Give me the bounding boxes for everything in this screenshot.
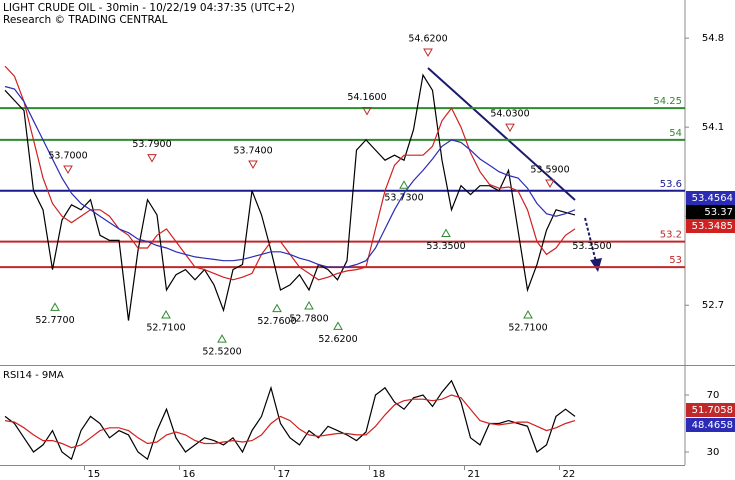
x-tick-label: 22 xyxy=(563,469,576,480)
support-marker xyxy=(304,301,314,310)
annotation-label: 53.5900 xyxy=(530,165,569,176)
last-value-box xyxy=(686,219,735,233)
x-tick-label: 21 xyxy=(468,469,481,480)
resistance-marker xyxy=(423,48,433,58)
series-line xyxy=(4,379,576,461)
annotation-label: 52.5200 xyxy=(202,347,241,358)
level-label: 53 xyxy=(669,255,682,266)
support-marker xyxy=(333,321,343,330)
annotation-label: 53.7300 xyxy=(384,193,423,204)
annotation-label: 53.7900 xyxy=(132,139,171,150)
level-label: 53.6 xyxy=(660,179,682,190)
last-value-label: 53.3485 xyxy=(692,221,733,232)
series-line xyxy=(4,394,576,449)
y-tick-label: 70 xyxy=(707,390,720,401)
last-value-box xyxy=(686,191,735,205)
last-value-label: 51.7058 xyxy=(692,405,733,416)
y-tick-label: 30 xyxy=(707,447,720,458)
support-marker xyxy=(161,309,171,319)
x-tick-label: 17 xyxy=(278,469,291,480)
annotation-label: 53.7400 xyxy=(233,145,272,156)
y-tick-label: 52.7 xyxy=(702,300,724,311)
rsi-title: RSI14 - 9MA xyxy=(3,370,64,381)
annotation-label: 52.7600 xyxy=(257,316,296,327)
series-line xyxy=(4,85,576,268)
resistance-marker xyxy=(545,179,555,189)
annotation-label: 53.7000 xyxy=(48,151,87,162)
x-tick-label: 16 xyxy=(183,469,196,480)
annotation-label: 52.7800 xyxy=(289,314,328,325)
x-tick-label: 18 xyxy=(373,469,386,480)
annotation-label: 52.7700 xyxy=(35,315,74,326)
support-marker xyxy=(217,334,227,343)
last-value-box xyxy=(686,403,735,417)
resistance-marker xyxy=(505,123,515,133)
last-value-box xyxy=(686,205,735,219)
annotation-label: 52.7100 xyxy=(146,322,185,333)
support-marker xyxy=(272,303,282,313)
annotation-label: 54.0300 xyxy=(490,109,529,120)
support-marker xyxy=(399,180,409,189)
annotation-label: 53.3500 xyxy=(572,241,611,252)
x-tick-label: 15 xyxy=(88,469,101,480)
y-tick-label: 54.8 xyxy=(702,33,724,44)
last-value-label: 53.4564 xyxy=(692,193,733,204)
last-value-label: 48.4658 xyxy=(692,420,733,431)
annotation-label: 54.1600 xyxy=(347,92,386,103)
annotation-label: 54.6200 xyxy=(408,34,447,45)
resistance-marker xyxy=(362,107,372,116)
support-marker xyxy=(523,309,533,319)
series-line xyxy=(4,73,576,321)
chart-title: LIGHT CRUDE OIL - 30min - 10/22/19 04:37… xyxy=(3,2,295,14)
y-tick-label: 54.1 xyxy=(702,122,724,133)
resistance-marker xyxy=(248,160,258,169)
resistance-marker xyxy=(147,154,157,163)
resistance-marker xyxy=(63,165,73,175)
forecast-arrow xyxy=(584,217,597,263)
annotation-label: 52.7100 xyxy=(508,322,547,333)
chart-subtitle: Research © TRADING CENTRAL xyxy=(3,14,168,26)
arrow-head xyxy=(590,258,602,272)
level-label: 54 xyxy=(669,128,682,139)
annotation-label: 52.6200 xyxy=(318,334,357,345)
trend-line xyxy=(427,67,576,201)
support-marker xyxy=(441,228,451,238)
level-label: 53.2 xyxy=(660,230,682,241)
annotation-label: 53.3500 xyxy=(426,241,465,252)
support-marker xyxy=(50,302,60,311)
last-value-box xyxy=(686,418,735,432)
level-label: 54.25 xyxy=(653,96,682,107)
last-value-label: 53.37 xyxy=(704,207,733,218)
